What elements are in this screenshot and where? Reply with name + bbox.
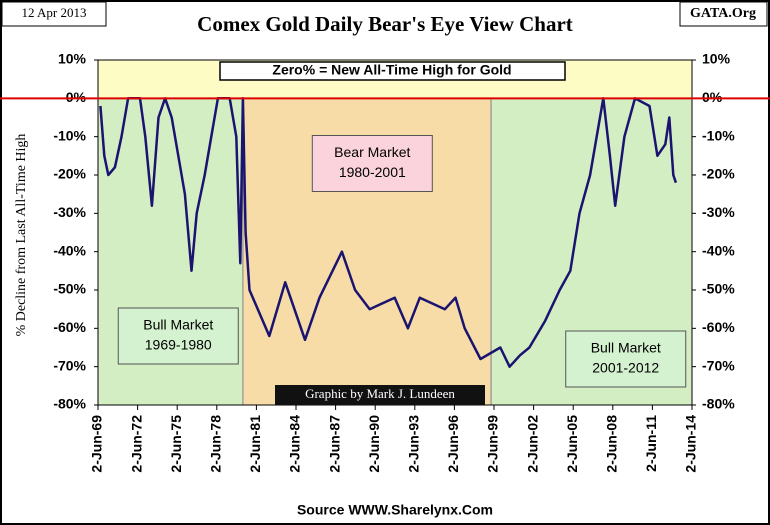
date-label: 12 Apr 2013 xyxy=(22,5,87,20)
x-tick-label: 2-Jun-93 xyxy=(406,415,422,473)
x-tick-label: 2-Jun-75 xyxy=(168,415,184,473)
region-label-box xyxy=(117,307,239,365)
y-tick-label: 0% xyxy=(66,89,87,105)
x-tick-label: 2-Jun-81 xyxy=(247,415,263,473)
y2-tick-label: -80% xyxy=(702,396,735,412)
region-label-box xyxy=(565,330,687,388)
x-tick-label: 2-Jun-78 xyxy=(208,415,224,473)
x-tick-label: 2-Jun-08 xyxy=(604,415,620,473)
region-label: Bear Market xyxy=(334,144,410,160)
y-tick-label: -70% xyxy=(53,357,86,373)
y-tick-label: 10% xyxy=(58,51,87,67)
y2-tick-label: -20% xyxy=(702,166,735,182)
credit-box xyxy=(275,385,485,405)
y-tick-label: -40% xyxy=(53,242,86,258)
y2-tick-label: -50% xyxy=(702,281,735,297)
x-tick-label: 2-Jun-02 xyxy=(524,415,540,473)
x-tick-label: 2-Jun-72 xyxy=(128,415,144,473)
x-tick-label: 2-Jun-87 xyxy=(326,415,342,473)
chart-title: Comex Gold Daily Bear's Eye View Chart xyxy=(197,12,573,36)
y-tick-label: -60% xyxy=(53,319,86,335)
banner-box xyxy=(219,61,566,81)
y-tick-label: -30% xyxy=(53,204,86,220)
x-tick-label: 2-Jun-14 xyxy=(683,415,699,473)
x-tick-label: 2-Jun-99 xyxy=(485,415,501,473)
y2-tick-label: 10% xyxy=(702,51,731,67)
x-tick-label: 2-Jun-96 xyxy=(445,415,461,473)
y-tick-label: -20% xyxy=(53,166,86,182)
y2-tick-label: -10% xyxy=(702,127,735,143)
series-line xyxy=(99,97,678,368)
credit: Graphic by Mark J. Lundeen xyxy=(305,386,455,401)
region-label: Bull Market xyxy=(591,340,661,356)
region-label: 1980-2001 xyxy=(339,164,406,180)
x-tick-label: 2-Jun-90 xyxy=(366,415,382,473)
region-label: 2001-2012 xyxy=(592,360,659,376)
x-tick-label: 2-Jun-69 xyxy=(89,415,105,473)
region-label: Bull Market xyxy=(143,317,213,333)
y2-tick-label: 0% xyxy=(702,89,723,105)
y-tick-label: -50% xyxy=(53,281,86,297)
x-tick-label: 2-Jun-05 xyxy=(564,415,580,473)
y-tick-label: -10% xyxy=(53,127,86,143)
y-tick-label: -80% xyxy=(53,396,86,412)
region-label-box xyxy=(311,135,433,192)
source: Source WWW.Sharelynx.Com xyxy=(297,502,493,518)
y2-tick-label: -70% xyxy=(702,357,735,373)
y2-tick-label: -60% xyxy=(702,319,735,335)
x-tick-label: 2-Jun-84 xyxy=(287,415,303,473)
banner: Zero% = New All-Time High for Gold xyxy=(272,62,511,78)
region-label: 1969-1980 xyxy=(145,337,212,353)
brand-box xyxy=(679,1,768,27)
date-box xyxy=(1,1,107,27)
y2-tick-label: -40% xyxy=(702,242,735,258)
x-tick-label: 2-Jun-11 xyxy=(643,415,659,472)
y2-tick-label: -30% xyxy=(702,204,735,220)
brand: GATA.Org xyxy=(690,6,756,21)
y-axis-label: % Decline from Last All-Time High xyxy=(14,134,29,337)
